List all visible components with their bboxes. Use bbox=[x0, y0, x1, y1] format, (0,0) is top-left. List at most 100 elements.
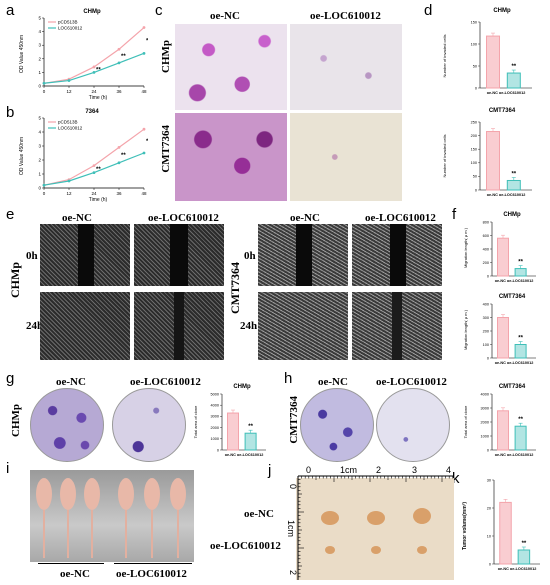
panel-label-g: g bbox=[6, 370, 15, 387]
chart-a-series-line bbox=[43, 27, 145, 84]
j-row-oe-nc: oe-NC bbox=[244, 508, 274, 520]
e-image-chmp-loc-0h bbox=[134, 224, 224, 286]
chart-a-ytick-label: 3 bbox=[38, 43, 41, 48]
chart-g-bar bbox=[244, 432, 257, 451]
chart-b-ytick-label: 0 bbox=[38, 186, 41, 191]
chart-h-sig-mark: ** bbox=[518, 417, 523, 423]
chart-h-ytick-label: 4000 bbox=[481, 392, 489, 396]
chart-g-ytick-label: 4000 bbox=[211, 404, 219, 408]
chart-h-xlabel: oe-NC oe-LOC610012 bbox=[495, 453, 534, 457]
chart-b-point bbox=[92, 164, 96, 167]
chart-f2-ytick-label: 400 bbox=[483, 302, 489, 306]
chart-k-ytick-label: 0 bbox=[489, 562, 491, 566]
chart-a-point bbox=[117, 61, 121, 65]
e-col4: oe-LOC610012 bbox=[365, 212, 436, 224]
j-ruler-left-2: 2 bbox=[288, 570, 298, 575]
chart-f2: CMT7364 Migration length( μ m ) 0 100 200 3… bbox=[463, 294, 536, 365]
chart-g-ylabel: Total area of clone bbox=[193, 405, 198, 438]
chart-b-title: 7364 bbox=[85, 109, 99, 115]
chart-k-ytick-label: 30 bbox=[487, 478, 491, 482]
j-ruler-top-4: 4 bbox=[446, 465, 451, 475]
chart-f2-xlabel: oe-NC oe-LOC610012 bbox=[495, 361, 534, 365]
j-ruler-top-2: 2 bbox=[376, 465, 381, 475]
chart-d1-ytick-label: 50 bbox=[473, 64, 477, 68]
chart-h-ytick-label: 2000 bbox=[481, 420, 489, 424]
chart-h-bar bbox=[514, 425, 527, 451]
chart-f2-sig-mark: ** bbox=[518, 336, 523, 342]
e-image-cmt-loc-0h bbox=[352, 224, 442, 286]
chart-d1-xlabel: oe-NC oe-LOC610012 bbox=[487, 91, 526, 95]
chart-b-xtick-label: 0 bbox=[43, 191, 46, 196]
panel-label-k: k bbox=[452, 470, 460, 487]
chart-f1-title: CHMp bbox=[503, 212, 521, 218]
chart-b-ylabel: OD Value 450nm bbox=[19, 137, 25, 175]
chart-d2-bar bbox=[506, 179, 521, 191]
chart-a-xlabel: Time (h) bbox=[89, 95, 108, 101]
chart-f1-bar bbox=[497, 237, 509, 277]
chart-b-sig-mark: ** bbox=[96, 167, 101, 173]
chart-k-bar bbox=[517, 549, 531, 565]
panel-label-e: e bbox=[6, 206, 15, 223]
panel-label-c: c bbox=[155, 2, 163, 19]
chart-d2-ytick-label: 100 bbox=[471, 161, 477, 165]
chart-d1-ytick-label: 0 bbox=[475, 86, 477, 90]
e-col3: oe-NC bbox=[290, 212, 320, 224]
chart-g-ytick-label: 0 bbox=[217, 448, 219, 452]
chart-f2-ytick-label: 200 bbox=[483, 329, 489, 333]
chart-f1-ytick-label: 800 bbox=[483, 220, 489, 224]
chart-d1-ylabel: Number of invaded cells bbox=[442, 35, 447, 78]
j-ruler-left-0: 0 bbox=[288, 484, 298, 489]
chart-b-xtick-label: 24 bbox=[91, 191, 97, 196]
c-image-chmp-oe-nc bbox=[175, 24, 287, 110]
chart-f1: CHMp Migration length( μ m ) 0 200 400 600 8… bbox=[463, 212, 536, 283]
chart-d1-sig-mark: ** bbox=[511, 64, 516, 70]
e-image-chmp-nc-24h bbox=[40, 292, 130, 360]
j-ruler-top-3: 3 bbox=[412, 465, 417, 475]
c-col-oe-loc: oe-LOC610012 bbox=[310, 10, 381, 22]
chart-b-ytick-label: 3 bbox=[38, 144, 41, 149]
panel-label-b: b bbox=[6, 104, 15, 121]
chart-f2-bar bbox=[514, 344, 527, 359]
chart-k-sig-mark: ** bbox=[522, 541, 527, 547]
i-bracket-oe-nc bbox=[38, 563, 104, 564]
chart-h-ytick-label: 1000 bbox=[481, 434, 489, 438]
chart-a-xtick-label: 48 bbox=[141, 89, 147, 94]
chart-f2-title: CMT7364 bbox=[499, 294, 526, 300]
i-group-oe-loc: oe-LOC610012 bbox=[116, 568, 187, 580]
chart-b-xtick-label: 12 bbox=[66, 191, 72, 196]
chart-b-point bbox=[67, 179, 71, 183]
chart-d2-sig-mark: ** bbox=[511, 171, 516, 177]
chart-h-ylabel: Total area of clone bbox=[463, 405, 468, 438]
chart-g-ytick-label: 2000 bbox=[211, 426, 219, 430]
chart-k-ylabel: Tumor volume(mm³) bbox=[462, 502, 468, 550]
chart-a-title: CHMp bbox=[83, 9, 101, 15]
chart-d2-ytick-label: 150 bbox=[471, 148, 477, 152]
chart-a-ytick-label: 4 bbox=[38, 29, 41, 34]
panel-label-h: h bbox=[284, 370, 293, 387]
chart-d1-title: CHMp bbox=[493, 8, 511, 14]
chart-b-point bbox=[117, 146, 121, 149]
chart-b-point bbox=[142, 151, 146, 155]
chart-f2-ytick-label: 100 bbox=[483, 343, 489, 347]
chart-a-legend-label: LOC610012 bbox=[58, 26, 83, 31]
chart-k: Tumor volume(mm³) 0 10 20 30 ** oe-NC oe-LOC6… bbox=[462, 478, 540, 571]
c-col-oe-nc: oe-NC bbox=[210, 10, 240, 22]
chart-b-sig-mark: ** bbox=[146, 139, 148, 145]
chart-d2-ytick-label: 250 bbox=[471, 120, 477, 124]
j-ruler-top-1: 1cm bbox=[340, 465, 357, 475]
chart-a-sig-mark: ** bbox=[146, 38, 148, 44]
chart-d2-bar bbox=[486, 131, 500, 191]
chart-d2-ylabel: Number of invaded cells bbox=[442, 135, 447, 178]
chart-a-xtick-label: 36 bbox=[116, 89, 122, 94]
chart-d2: CMT7364 Number of invaded cells 0 50 100 15… bbox=[442, 108, 532, 197]
chart-b-point bbox=[42, 183, 46, 187]
panel-label-f: f bbox=[452, 206, 457, 223]
h-dish-oe-nc bbox=[300, 388, 374, 462]
chart-a-point bbox=[92, 65, 96, 69]
chart-f1-xlabel: oe-NC oe-LOC610012 bbox=[495, 279, 534, 283]
e-col2: oe-LOC610012 bbox=[148, 212, 219, 224]
e-image-cmt-nc-24h bbox=[258, 292, 348, 360]
chart-a-ytick-label: 0 bbox=[38, 84, 41, 89]
chart-b-ytick-label: 2 bbox=[38, 158, 41, 163]
